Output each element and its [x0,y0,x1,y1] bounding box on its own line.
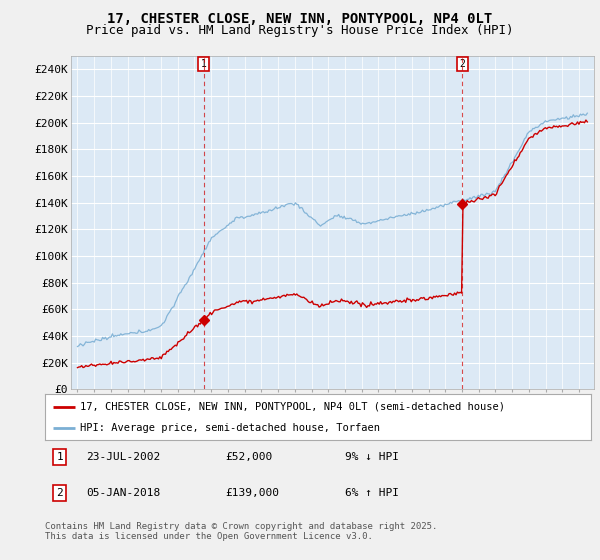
Text: 2: 2 [460,59,465,69]
Text: £52,000: £52,000 [225,452,272,462]
Text: 05-JAN-2018: 05-JAN-2018 [86,488,160,498]
Text: HPI: Average price, semi-detached house, Torfaen: HPI: Average price, semi-detached house,… [80,423,380,433]
Text: £139,000: £139,000 [225,488,279,498]
Text: 17, CHESTER CLOSE, NEW INN, PONTYPOOL, NP4 0LT: 17, CHESTER CLOSE, NEW INN, PONTYPOOL, N… [107,12,493,26]
Text: Price paid vs. HM Land Registry's House Price Index (HPI): Price paid vs. HM Land Registry's House … [86,24,514,37]
Text: Contains HM Land Registry data © Crown copyright and database right 2025.
This d: Contains HM Land Registry data © Crown c… [45,522,437,542]
Text: 6% ↑ HPI: 6% ↑ HPI [346,488,400,498]
Text: 23-JUL-2002: 23-JUL-2002 [86,452,160,462]
Text: 1: 1 [201,59,207,69]
Text: 1: 1 [56,452,63,462]
Text: 2: 2 [56,488,63,498]
Text: 9% ↓ HPI: 9% ↓ HPI [346,452,400,462]
Text: 17, CHESTER CLOSE, NEW INN, PONTYPOOL, NP4 0LT (semi-detached house): 17, CHESTER CLOSE, NEW INN, PONTYPOOL, N… [80,402,505,412]
